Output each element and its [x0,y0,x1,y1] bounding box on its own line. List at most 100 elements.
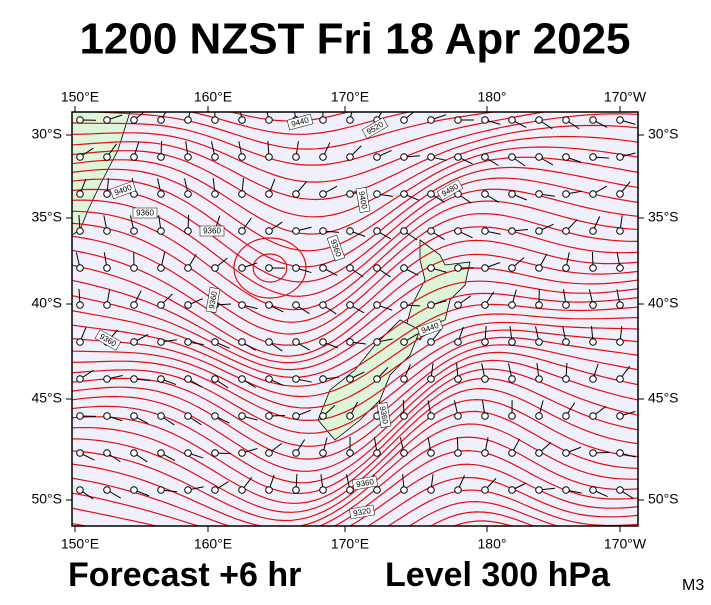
barb-station [509,487,516,494]
barb-station [374,265,381,272]
barb-station [212,154,219,161]
barb-station [239,302,246,309]
barb-station [617,154,624,161]
barb-station [563,487,570,494]
barb-station [131,154,138,161]
barb-station [239,376,246,383]
barb-station [455,376,462,383]
barb-station [347,228,354,235]
barb-station [158,265,165,272]
latitude-label: 35°S [648,209,679,225]
barb-station [482,265,489,272]
barb-station [455,339,462,346]
latitude-label: 30°S [648,126,679,142]
barb-station [293,450,300,457]
barb-station [455,228,462,235]
barb-station [347,191,354,198]
barb-station [482,376,489,383]
barb-station [266,228,273,235]
barb-station [482,413,489,420]
barb-station [185,117,192,124]
barb-station [320,376,327,383]
barb-station [536,450,543,457]
barb-station [482,191,489,198]
barb-station [320,265,327,272]
barb-station [131,117,138,124]
barb-station [239,191,246,198]
barb-station [320,117,327,124]
barb-station [617,339,624,346]
barb-station [320,339,327,346]
barb-station [482,154,489,161]
barb-station [104,413,111,420]
barb-station [158,450,165,457]
barb-station [455,487,462,494]
barb-station [239,450,246,457]
barb-station [77,487,84,494]
barb-station [212,117,219,124]
barb-station [212,413,219,420]
contour-label-text: 9360 [136,209,154,218]
barb-station [509,302,516,309]
barb-station [320,487,327,494]
barb-station [482,117,489,124]
barb-station [482,487,489,494]
barb-station [185,265,192,272]
barb-station [590,487,597,494]
barb-station [239,117,246,124]
barb-station [590,413,597,420]
barb-station [590,154,597,161]
barb-station [482,450,489,457]
barb-station [617,302,624,309]
barb-station [212,487,219,494]
barb-station [536,339,543,346]
barb-station [293,154,300,161]
barb-station [347,117,354,124]
barb-station [158,191,165,198]
barb-station [347,450,354,457]
barb-station [509,191,516,198]
barb-station [347,487,354,494]
latitude-label: 40°S [648,295,679,311]
barb-station [563,302,570,309]
barb-station [104,376,111,383]
barb-station [185,376,192,383]
barb-station [131,302,138,309]
barb-station [536,302,543,309]
barb-station [104,191,111,198]
barb-station [509,376,516,383]
barb-station [158,487,165,494]
barb-station [185,302,192,309]
barb-station [185,339,192,346]
barb-station [563,265,570,272]
barb-station [455,117,462,124]
barb-station [158,154,165,161]
barb-station [293,265,300,272]
footer-forecast: Forecast +6 hr [68,556,301,594]
barb-station [212,339,219,346]
barb-station [590,265,597,272]
barb-station [293,191,300,198]
barb-station [374,228,381,235]
barb-station [428,228,435,235]
barb-station [320,228,327,235]
barb-station [428,117,435,124]
barb-station [266,487,273,494]
barb-station [401,339,408,346]
latitude-label: 35°S [31,209,62,225]
barb-station [509,117,516,124]
barb-station [77,339,84,346]
longitude-label: 170°W [604,536,647,552]
barb-station [617,376,624,383]
barb-station [212,376,219,383]
barb-station [455,302,462,309]
barb-station [104,117,111,124]
barb-station [266,376,273,383]
barb-station [428,191,435,198]
barb-station [536,487,543,494]
barb-station [401,228,408,235]
barb-station [347,376,354,383]
barb-station [482,302,489,309]
barb-station [617,413,624,420]
barb-station [509,154,516,161]
